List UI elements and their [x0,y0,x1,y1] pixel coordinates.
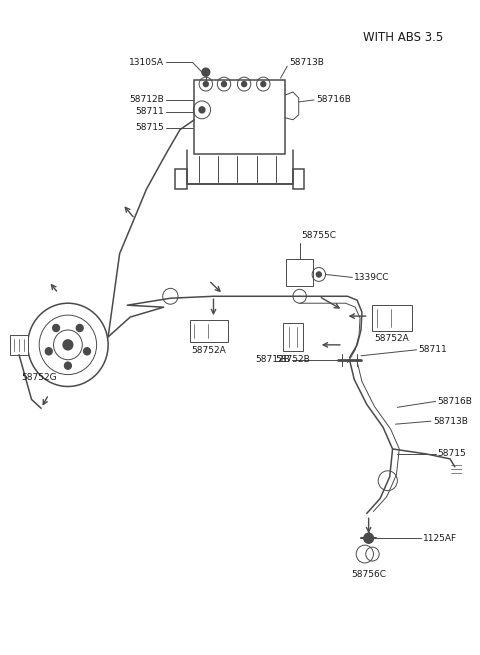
Bar [286,259,313,286]
Circle shape [222,82,227,86]
Circle shape [202,68,210,76]
Bar [11,335,28,355]
Bar [194,80,285,155]
Text: 58752G: 58752G [21,373,57,382]
Circle shape [204,82,208,86]
Circle shape [261,82,265,86]
Text: 58756C: 58756C [351,570,386,579]
Text: 58716B: 58716B [438,397,472,406]
Circle shape [364,533,373,543]
Circle shape [316,272,321,277]
Bar [293,170,304,189]
Bar [372,305,412,331]
Bar [190,320,228,342]
Text: 58716B: 58716B [316,96,351,104]
Text: 58711: 58711 [135,107,164,117]
Circle shape [242,82,247,86]
Circle shape [64,362,71,369]
Text: 58712B: 58712B [129,96,164,104]
Circle shape [84,348,90,355]
Text: 58752B: 58752B [276,355,311,364]
Circle shape [53,324,60,331]
Text: 58752A: 58752A [374,334,409,343]
Text: 58715: 58715 [135,123,164,132]
Text: 58713B: 58713B [433,417,468,426]
Text: 58711: 58711 [419,345,447,354]
Circle shape [63,340,72,350]
Text: 1125AF: 1125AF [423,534,457,543]
Bar [283,323,302,351]
Text: 58713B: 58713B [289,58,324,67]
Text: WITH ABS 3.5: WITH ABS 3.5 [363,31,444,43]
Circle shape [76,324,83,331]
Circle shape [46,348,52,355]
Text: 58755C: 58755C [301,231,336,240]
Bar [175,170,187,189]
Text: 1310SA: 1310SA [129,58,164,67]
Text: 58752A: 58752A [192,346,226,355]
Text: 58712B: 58712B [255,355,290,364]
Text: 58715: 58715 [438,449,467,458]
Circle shape [199,107,205,113]
Text: 1339CC: 1339CC [354,273,390,282]
